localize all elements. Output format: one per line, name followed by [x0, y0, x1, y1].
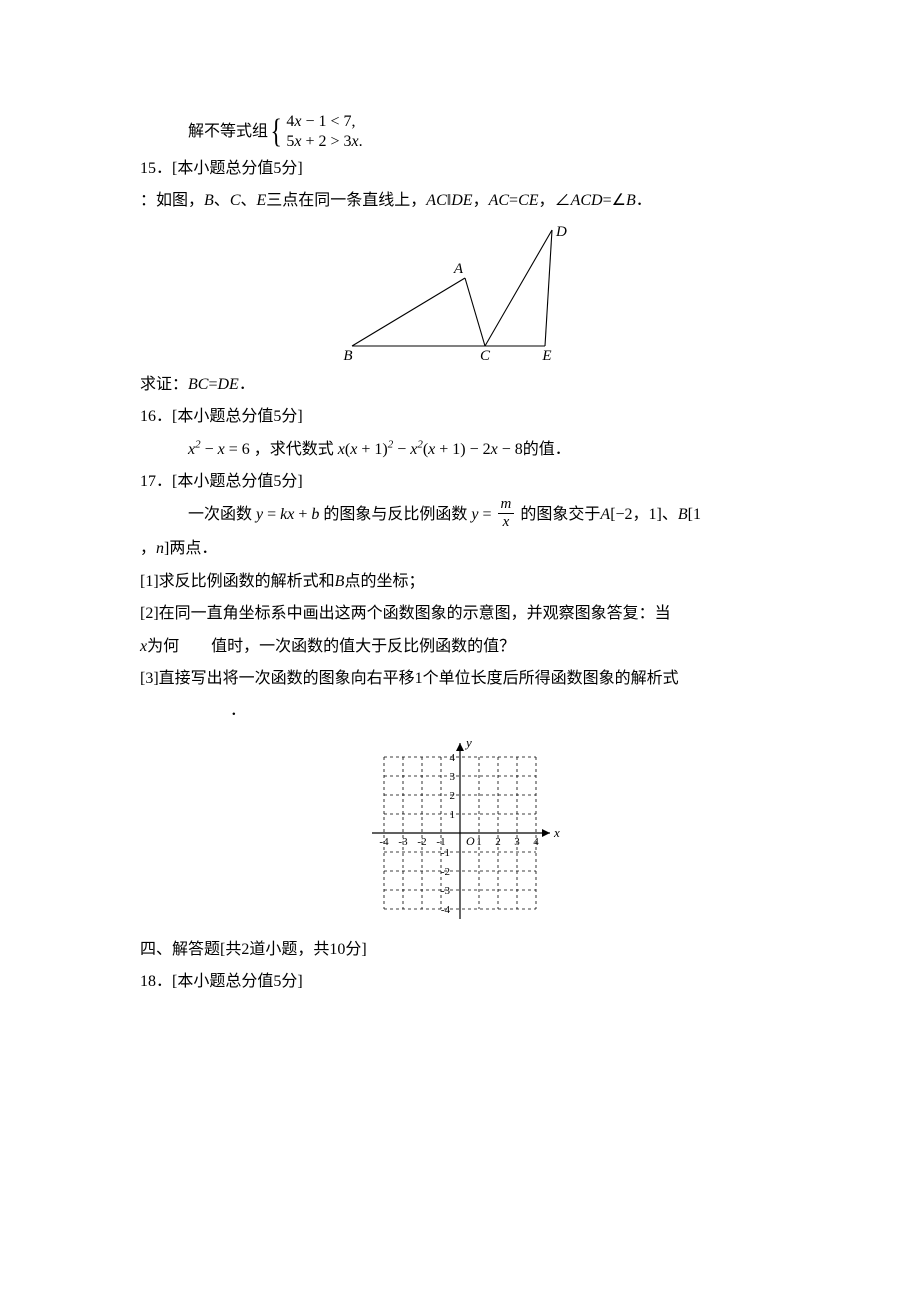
q14-line: 解不等式组 { 4x − 1 < 7, 5x + 2 > 3x.	[140, 112, 780, 152]
svg-text:-1: -1	[441, 847, 450, 859]
q17-linfunc: y = kx + b	[256, 507, 319, 524]
q17-p1: [1]求反比例函数的解析式和B点的坐标；	[140, 567, 780, 597]
q14-eq1: 4x − 1 < 7,	[286, 112, 362, 132]
q17-line2: ，n]两点．	[140, 534, 780, 564]
svg-text:C: C	[480, 348, 491, 364]
q16-header-text: [本小题总分值5分]	[172, 408, 303, 425]
svg-text:-2: -2	[417, 836, 426, 848]
q18-header: 18．[本小题总分值5分]	[140, 967, 780, 997]
svg-text:-4: -4	[441, 904, 451, 916]
q14-lead: 解不等式组	[188, 117, 268, 147]
q14-eq2: 5x + 2 > 3x.	[286, 132, 362, 152]
q15-header-text: [本小题总分值5分]	[172, 160, 303, 177]
q15-proof: 求证：BC=DE．	[140, 370, 780, 400]
q17-header-text: [本小题总分值5分]	[172, 473, 303, 490]
svg-text:3: 3	[514, 836, 520, 848]
q16-expr: x(x + 1)2 − x2(x + 1) − 2x − 8	[338, 441, 523, 458]
triangle-diagram: A B C D E	[340, 223, 580, 368]
svg-text:D: D	[555, 224, 567, 240]
svg-text:A: A	[453, 261, 464, 277]
svg-text:-2: -2	[441, 866, 450, 878]
svg-text:-3: -3	[398, 836, 408, 848]
q15-statement: ：如图，B、C、E三点在同一条直线上，AC‖DE，AC=CE，∠ACD=∠B．	[140, 186, 780, 216]
q16-body: x2 − x = 6 ，求代数式 x(x + 1)2 − x2(x + 1) −…	[140, 435, 780, 465]
q17-line1: 一次函数 y = kx + b 的图象与反比例函数 y = mx 的图象交于A[…	[140, 499, 780, 532]
q16-num: 16．	[140, 408, 172, 425]
q18-header-text: [本小题总分值5分]	[172, 973, 303, 990]
svg-text:2: 2	[450, 790, 456, 802]
svg-text:x: x	[553, 825, 560, 840]
brace-left: {	[270, 117, 281, 148]
exam-page: 解不等式组 { 4x − 1 < 7, 5x + 2 > 3x. 15．[本小题…	[0, 0, 920, 1302]
svg-text:B: B	[343, 348, 352, 364]
fraction-m-x: mx	[498, 497, 515, 530]
svg-text:4: 4	[450, 752, 456, 764]
section4-header: 四、解答题[共2道小题，共10分]	[140, 935, 780, 965]
q17-p3: [3]直接写出将一次函数的图象向右平移1个单位长度后所得函数图象的解析式	[140, 664, 780, 694]
q17-grid-box: -4-3-2-11234-4-3-2-11234Oxy	[140, 733, 780, 933]
q17-header: 17．[本小题总分值5分]	[140, 467, 780, 497]
svg-text:-3: -3	[441, 885, 451, 897]
svg-text:4: 4	[533, 836, 539, 848]
svg-text:2: 2	[495, 836, 501, 848]
svg-text:O: O	[466, 834, 475, 848]
svg-text:1: 1	[476, 836, 482, 848]
q16-header: 16．[本小题总分值5分]	[140, 402, 780, 432]
q17-ratfunc: y =	[471, 507, 491, 524]
q15-header: 15．[本小题总分值5分]	[140, 154, 780, 184]
svg-text:E: E	[541, 348, 551, 364]
svg-text:1: 1	[450, 809, 456, 821]
q17-p2a: [2]在同一直角坐标系中画出这两个函数图象的示意图，并观察图象答复：当	[140, 599, 780, 629]
svg-text:3: 3	[450, 771, 456, 783]
q15-num: 15．	[140, 160, 172, 177]
q16-pre: x2 − x = 6	[188, 441, 250, 458]
q17-p3-dot: ．	[140, 696, 780, 726]
q15-diagram-box: A B C D E	[140, 223, 780, 368]
q17-p2b: x为何 值时，一次函数的值大于反比例函数的值？	[140, 632, 780, 662]
svg-text:-4: -4	[379, 836, 389, 848]
q18-num: 18．	[140, 973, 172, 990]
svg-text:y: y	[464, 735, 472, 750]
q17-num: 17．	[140, 473, 172, 490]
coordinate-grid: -4-3-2-11234-4-3-2-11234Oxy	[355, 733, 565, 933]
